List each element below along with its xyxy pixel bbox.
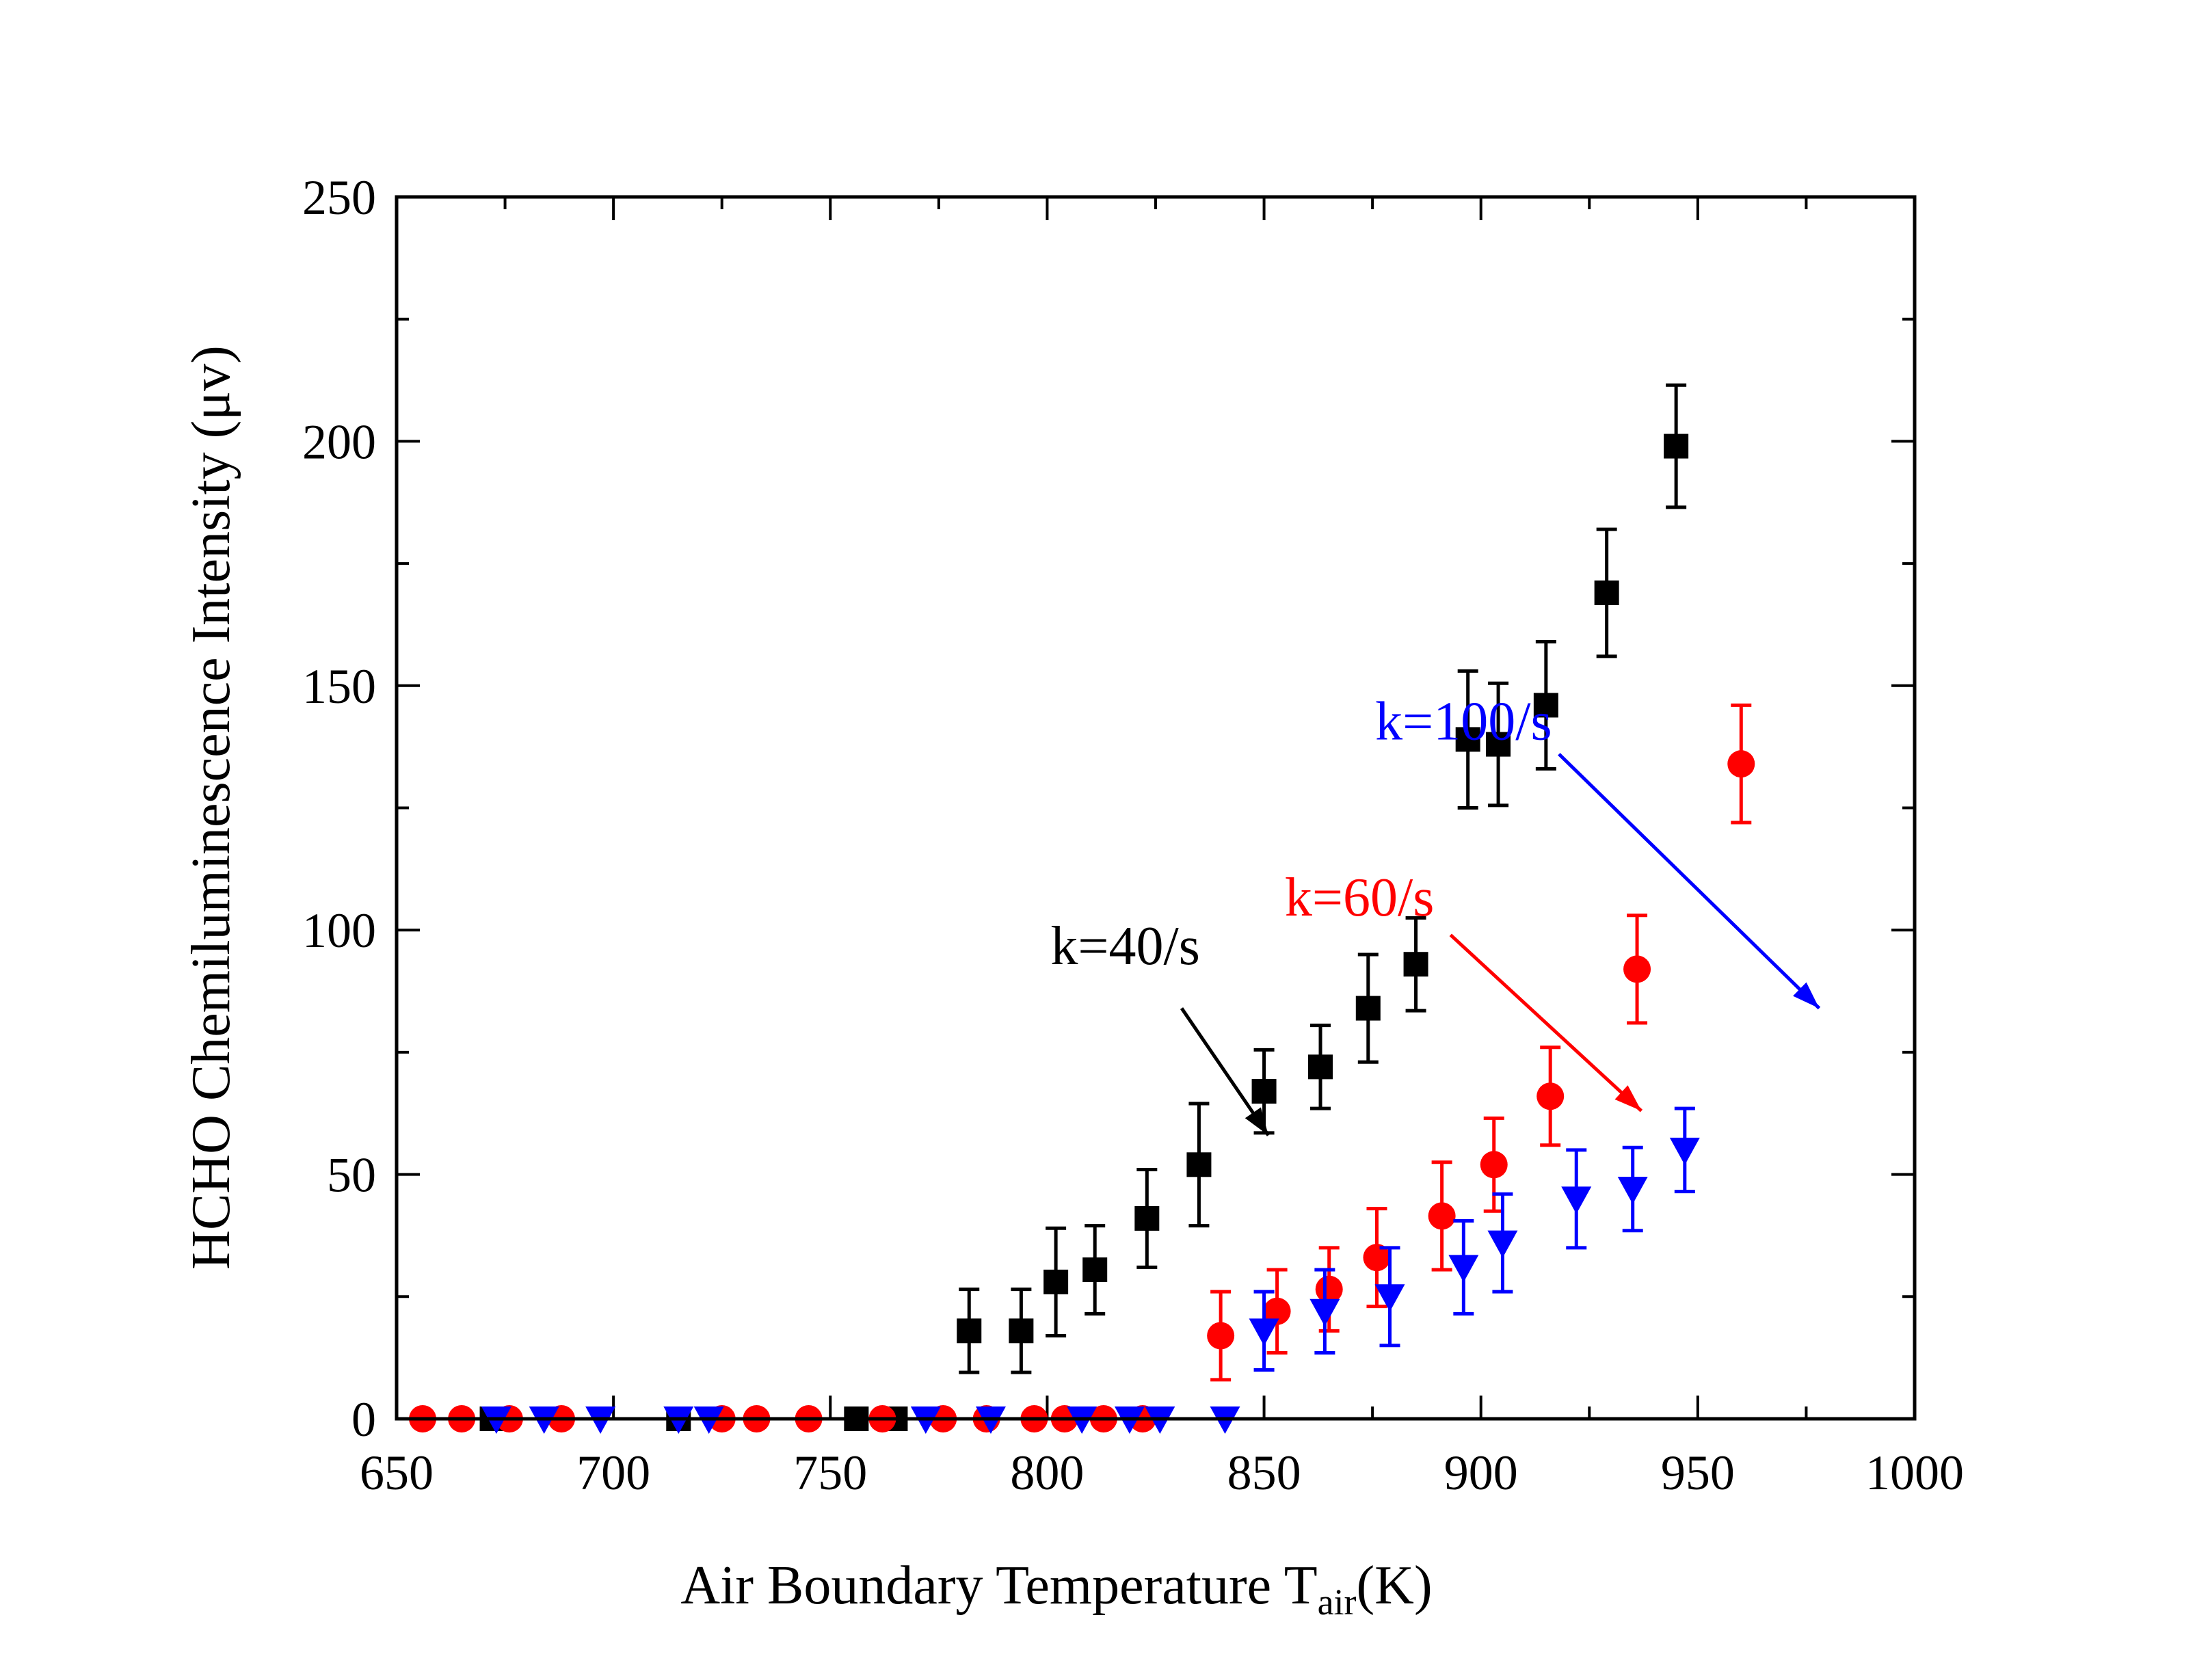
y-tick-label: 200 [302, 414, 376, 469]
x-axis-title-main: Air Boundary Temperature T [680, 1556, 1317, 1616]
data-point [1043, 1269, 1069, 1294]
data-point [1533, 693, 1558, 718]
x-tick-label: 800 [1010, 1445, 1084, 1500]
data-point [1664, 434, 1689, 459]
data-point [1308, 1054, 1333, 1080]
data-point [1487, 1230, 1518, 1258]
data-point [1428, 1202, 1456, 1230]
data-point [1082, 1257, 1108, 1282]
x-tick-label: 1000 [1865, 1445, 1964, 1500]
data-point [1480, 1151, 1508, 1179]
data-point [1309, 1298, 1340, 1326]
annotations: k=40/s k=60/s k=100/s [1050, 691, 1821, 1136]
x-axis-title: Air Boundary Temperature Tair(K) [680, 1556, 1432, 1623]
data-point [1315, 1275, 1343, 1303]
data-point [1251, 1079, 1277, 1104]
annotation: k=100/s [1375, 691, 1821, 1010]
x-tick-label: 950 [1661, 1445, 1735, 1500]
x-tick-label: 750 [793, 1445, 867, 1500]
y-tick-label: 150 [302, 659, 376, 714]
axis-ticks [395, 196, 1916, 1420]
annotation-arrow [1449, 933, 1643, 1112]
data-point [1727, 750, 1755, 778]
y-tick-label: 250 [302, 170, 376, 225]
data-point [1486, 732, 1511, 757]
x-tick-label: 850 [1227, 1445, 1301, 1500]
data-point [1263, 1297, 1291, 1325]
annotation-label: k=40/s [1050, 916, 1199, 976]
annotation: k=40/s [1050, 916, 1270, 1136]
x-tick-label: 700 [576, 1445, 650, 1500]
annotation-arrowhead [1245, 1107, 1268, 1136]
data-point [1617, 1177, 1648, 1205]
data-point [1186, 1152, 1212, 1177]
annotation-label: k=60/s [1285, 868, 1434, 928]
data-point [1374, 1284, 1405, 1312]
data-point [1455, 727, 1480, 752]
data-point [1355, 996, 1381, 1021]
data-point [1363, 1244, 1391, 1272]
data-point [1249, 1318, 1279, 1346]
tick-labels: 650 700 750 800 850 900 950 1000 0 50 100 150 200 250 [302, 170, 1964, 1500]
data-point [1448, 1255, 1479, 1283]
series-circle [409, 703, 1755, 1432]
data-point [1561, 1186, 1592, 1214]
data-point [1623, 955, 1651, 983]
data-point [1536, 1082, 1565, 1110]
data-point [1134, 1205, 1160, 1231]
annotation: k=60/s [1285, 868, 1643, 1112]
data-point [1594, 580, 1619, 605]
data-point [1009, 1318, 1034, 1344]
data-point [1669, 1137, 1700, 1165]
annotation-label: k=100/s [1375, 691, 1552, 751]
data-point [1207, 1322, 1235, 1350]
data-point [1403, 952, 1428, 977]
x-axis-title-subscript: air [1318, 1582, 1357, 1623]
y-axis-title: HCHO Chemiluminescence Intensity (μv) [181, 345, 241, 1269]
annotation-arrowhead [1793, 982, 1820, 1009]
y-tick-label: 50 [327, 1148, 376, 1203]
y-tick-label: 100 [302, 903, 376, 958]
annotation-arrow [1558, 753, 1821, 1010]
x-tick-label: 900 [1444, 1445, 1518, 1500]
annotation-arrowhead [1614, 1085, 1642, 1111]
data-point [957, 1318, 982, 1344]
series-square [479, 383, 1689, 1431]
x-axis-title-unit: (K) [1357, 1556, 1433, 1616]
plot-data [409, 383, 1755, 1434]
y-tick-label: 0 [351, 1392, 376, 1447]
plot-frame [395, 195, 1917, 1421]
x-tick-label: 650 [360, 1445, 434, 1500]
